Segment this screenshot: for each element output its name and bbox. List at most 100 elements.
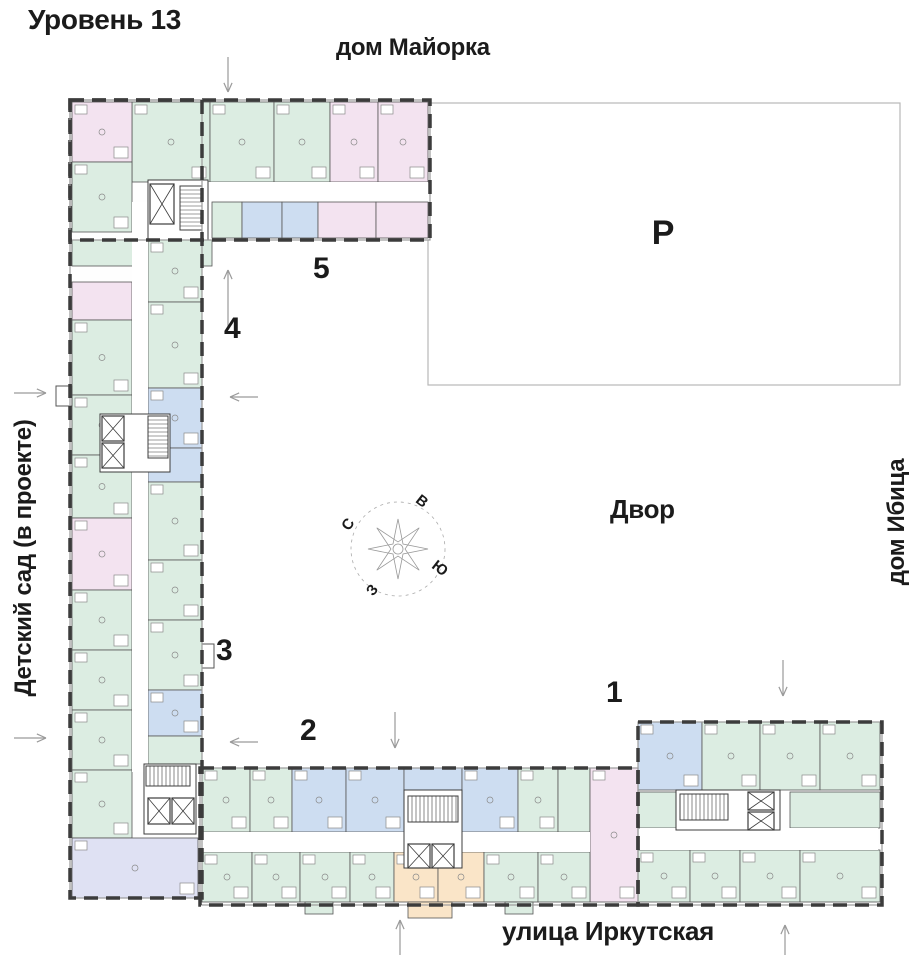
direction-arrow-head (223, 82, 229, 93)
parking-lot-outline (427, 102, 901, 386)
elevator-cross (101, 415, 125, 442)
compass-letter-С: С (338, 515, 358, 534)
apartment-unit[interactable] (375, 201, 429, 239)
apartment-unit[interactable] (281, 201, 319, 239)
bed-mark (409, 166, 425, 179)
direction-arrow-head (782, 686, 788, 697)
direction-arrow-head (390, 738, 396, 749)
wall-outline (636, 720, 884, 907)
bathroom-mark (150, 622, 164, 633)
bed-mark (465, 886, 481, 899)
table-mark (167, 138, 175, 146)
section-number-4: 4 (224, 312, 241, 345)
bed-mark (113, 694, 129, 707)
apartment-unit[interactable] (211, 201, 243, 239)
table-mark (98, 550, 106, 558)
direction-arrow-head (394, 738, 400, 749)
table-mark (610, 831, 618, 839)
bed-mark (183, 674, 199, 687)
bathroom-mark (640, 724, 654, 735)
table-mark (412, 873, 420, 881)
apartment-unit[interactable] (71, 837, 199, 899)
bathroom-mark (150, 242, 164, 253)
bathroom-mark (520, 770, 534, 781)
bathroom-mark (74, 397, 88, 408)
compass-circle (350, 501, 446, 597)
stairs-icon (145, 765, 191, 787)
bed-mark (331, 886, 347, 899)
direction-arrow-head (229, 392, 240, 398)
bathroom-mark (822, 724, 836, 735)
bed-mark (183, 432, 199, 445)
apartment-unit[interactable] (637, 791, 679, 829)
bed-mark (183, 604, 199, 617)
bed-mark (861, 774, 877, 787)
bed-mark (113, 574, 129, 587)
bed-mark (233, 886, 249, 899)
elevator-cross (431, 843, 455, 869)
bed-mark (721, 886, 737, 899)
bed-mark (311, 166, 327, 179)
bathroom-mark (252, 770, 266, 781)
table-mark (98, 483, 106, 490)
bathroom-mark (150, 484, 164, 495)
bathroom-mark (348, 770, 362, 781)
page-title: Уровень 13 (28, 4, 182, 35)
table-mark (846, 752, 854, 760)
table-mark (727, 752, 735, 760)
bathroom-mark (74, 712, 88, 723)
table-mark (560, 873, 568, 881)
bathroom-mark (150, 304, 164, 315)
bathroom-mark (74, 457, 88, 468)
direction-arrow-head (399, 919, 405, 930)
table-mark (98, 676, 106, 684)
table-mark (171, 341, 179, 349)
bathroom-mark (74, 520, 88, 531)
stairs-icon (179, 185, 203, 231)
apartment-unit[interactable] (71, 281, 133, 321)
table-mark (98, 616, 106, 624)
direction-arrow-head (36, 737, 47, 743)
direction-arrow-head (229, 737, 240, 743)
bathroom-mark (74, 164, 88, 175)
table-mark (222, 796, 230, 804)
elevator-cross (101, 442, 125, 469)
table-mark (267, 796, 275, 804)
table-mark (786, 752, 794, 760)
bathroom-mark (150, 562, 164, 573)
table-mark (457, 873, 465, 881)
bathroom-mark (74, 772, 88, 783)
compass-letter-Ю: Ю (428, 557, 451, 580)
table-mark (298, 138, 306, 146)
table-mark (171, 586, 179, 594)
bed-mark (255, 166, 271, 179)
bed-mark (741, 774, 757, 787)
apartment-unit[interactable] (789, 791, 881, 829)
apartment-unit[interactable] (241, 201, 283, 239)
table-mark (507, 873, 515, 881)
label-dom-mayorka: дом Майорка (336, 34, 490, 61)
bed-mark (183, 286, 199, 299)
bathroom-mark (74, 652, 88, 663)
direction-arrow-head (36, 733, 47, 739)
apartment-unit[interactable] (403, 767, 463, 791)
apartment-unit[interactable] (147, 735, 203, 765)
bed-mark (385, 816, 401, 829)
bathroom-mark (592, 770, 606, 781)
apartment-unit[interactable] (589, 767, 639, 903)
bathroom-mark (74, 840, 88, 851)
direction-arrow-head (780, 924, 786, 935)
apartment-unit[interactable] (317, 201, 377, 239)
bathroom-mark (640, 852, 654, 863)
table-mark (223, 873, 231, 881)
table-mark (98, 128, 106, 136)
direction-arrow-head (223, 269, 229, 280)
bed-mark (179, 882, 195, 895)
apartment-unit[interactable] (557, 767, 591, 833)
direction-arrow-head (36, 392, 47, 398)
bathroom-mark (204, 770, 218, 781)
bathroom-mark (802, 852, 816, 863)
table-mark (98, 354, 106, 361)
